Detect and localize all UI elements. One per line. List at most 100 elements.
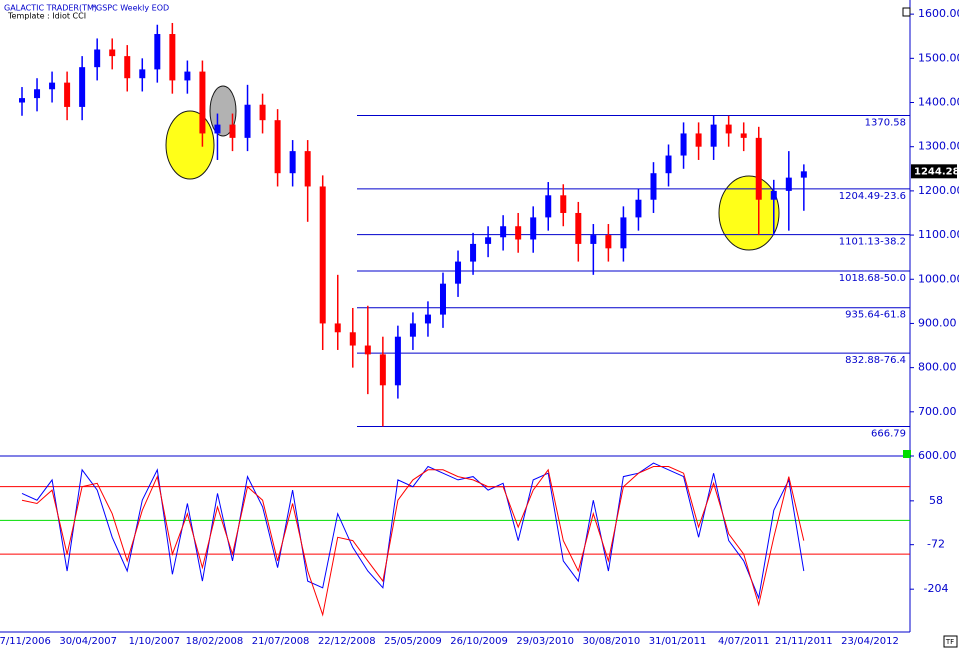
retracement-label: 832.88-76.4 (845, 355, 906, 366)
candle-body (124, 56, 131, 79)
retracement-label: 1204.49-23.6 (839, 191, 906, 202)
candle-body (800, 171, 807, 178)
retracement-label: 1018.68-50.0 (839, 273, 906, 284)
highlight-circle (165, 110, 215, 180)
candle-body (515, 226, 522, 240)
x-tick-label: 1/10/2007 (129, 636, 180, 647)
candle-body (229, 124, 236, 138)
panel-icon[interactable] (903, 450, 911, 458)
candle-body (94, 49, 101, 68)
candle-body (349, 332, 356, 346)
retracement-label: 1101.13-38.2 (839, 237, 906, 248)
x-tick-label: 23/04/2012 (841, 636, 899, 647)
candle-body (79, 67, 86, 107)
candle-body (109, 49, 116, 57)
candle-body (184, 71, 191, 81)
candle-body (319, 186, 326, 324)
x-tick-label: 21/07/2008 (252, 636, 310, 647)
candle-body (530, 217, 537, 240)
candle-body (605, 235, 612, 249)
app-name: GALACTIC TRADER(TM) (4, 4, 97, 13)
candle-body (394, 336, 401, 386)
x-tick-label: 25/05/2009 (384, 636, 442, 647)
x-tick-label: 30/08/2010 (583, 636, 641, 647)
candle-body (650, 173, 657, 200)
x-tick-label: 4/07/2011 (718, 636, 769, 647)
plot-area (0, 22, 910, 617)
candle-body (470, 243, 477, 262)
candle-body (199, 71, 206, 134)
candle-body (755, 137, 762, 200)
candle-body (19, 98, 25, 103)
candle-body (560, 195, 567, 213)
x-tick-label: 22/12/2008 (318, 636, 376, 647)
candle-body (34, 89, 41, 99)
candle-body (244, 104, 251, 138)
y-tick-label: -204 (924, 582, 949, 595)
candle-body (439, 283, 446, 315)
highlight-circle (718, 175, 780, 251)
y-tick-label: 600.00 (918, 449, 957, 462)
candle-body (64, 82, 71, 107)
y-tick-label: 1500.00 (918, 51, 959, 64)
x-tick-label: 27/11/2006 (0, 636, 51, 647)
candle-body (710, 124, 717, 147)
candle-body (680, 133, 687, 156)
tf-label: TF (945, 638, 954, 646)
retracement-label: 666.79 (871, 428, 906, 439)
y-tick-label: 1100.00 (918, 228, 959, 241)
candle-body (545, 195, 552, 218)
y-tick-label: 1400.00 (918, 96, 959, 109)
candle-body (154, 34, 161, 70)
candle-body (740, 133, 747, 138)
last-price-box (911, 164, 957, 179)
cci-line (21, 466, 805, 617)
candle-body (785, 177, 792, 191)
cci-line (21, 462, 805, 600)
candle-body (424, 314, 431, 324)
candle-body (274, 120, 281, 174)
candle-body (304, 151, 311, 187)
symbol: *GSPC Weekly EOD (92, 4, 169, 13)
y-tick-label: 900.00 (918, 316, 957, 329)
candle-body (289, 151, 296, 174)
candle-body (49, 82, 56, 90)
candle-body (214, 124, 221, 134)
candle-body (665, 155, 672, 174)
highlight-ellipse (209, 85, 237, 137)
candle-body (364, 345, 371, 355)
candle-body (139, 69, 146, 79)
x-tick-label: 31/01/2011 (649, 636, 707, 647)
candle-body (635, 199, 642, 218)
y-tick-label: 800.00 (918, 361, 957, 374)
x-tick-label: 26/10/2009 (450, 636, 508, 647)
candle-body (500, 226, 507, 238)
candle-body (620, 217, 627, 249)
y-tick-label: 1000.00 (918, 272, 959, 285)
x-tick-label: 29/03/2010 (516, 636, 574, 647)
retracement-label: 1370.58 (865, 118, 906, 129)
candle-body (455, 261, 462, 284)
tf-button[interactable] (943, 635, 958, 648)
candle-body (409, 323, 416, 337)
candle-body (575, 212, 582, 244)
y-tick-label: 1200.00 (918, 184, 959, 197)
candle-body (695, 133, 702, 147)
candle-body (379, 354, 386, 386)
y-tick-label: 700.00 (918, 405, 957, 418)
candle-body (725, 124, 732, 134)
scroll-icon[interactable] (902, 7, 911, 17)
candle-body (590, 235, 597, 244)
template: Template : Idiot CCI (7, 12, 86, 21)
y-tick-label: -72 (927, 538, 945, 551)
candle-body (334, 323, 341, 333)
candle-body (485, 237, 492, 244)
candle-body (169, 34, 176, 81)
candle-body (770, 190, 777, 200)
x-tick-label: 21/11/2011 (775, 636, 833, 647)
y-tick-label: 58 (929, 494, 943, 507)
y-tick-label: 1300.00 (918, 140, 959, 153)
x-tick-label: 18/02/2008 (186, 636, 244, 647)
